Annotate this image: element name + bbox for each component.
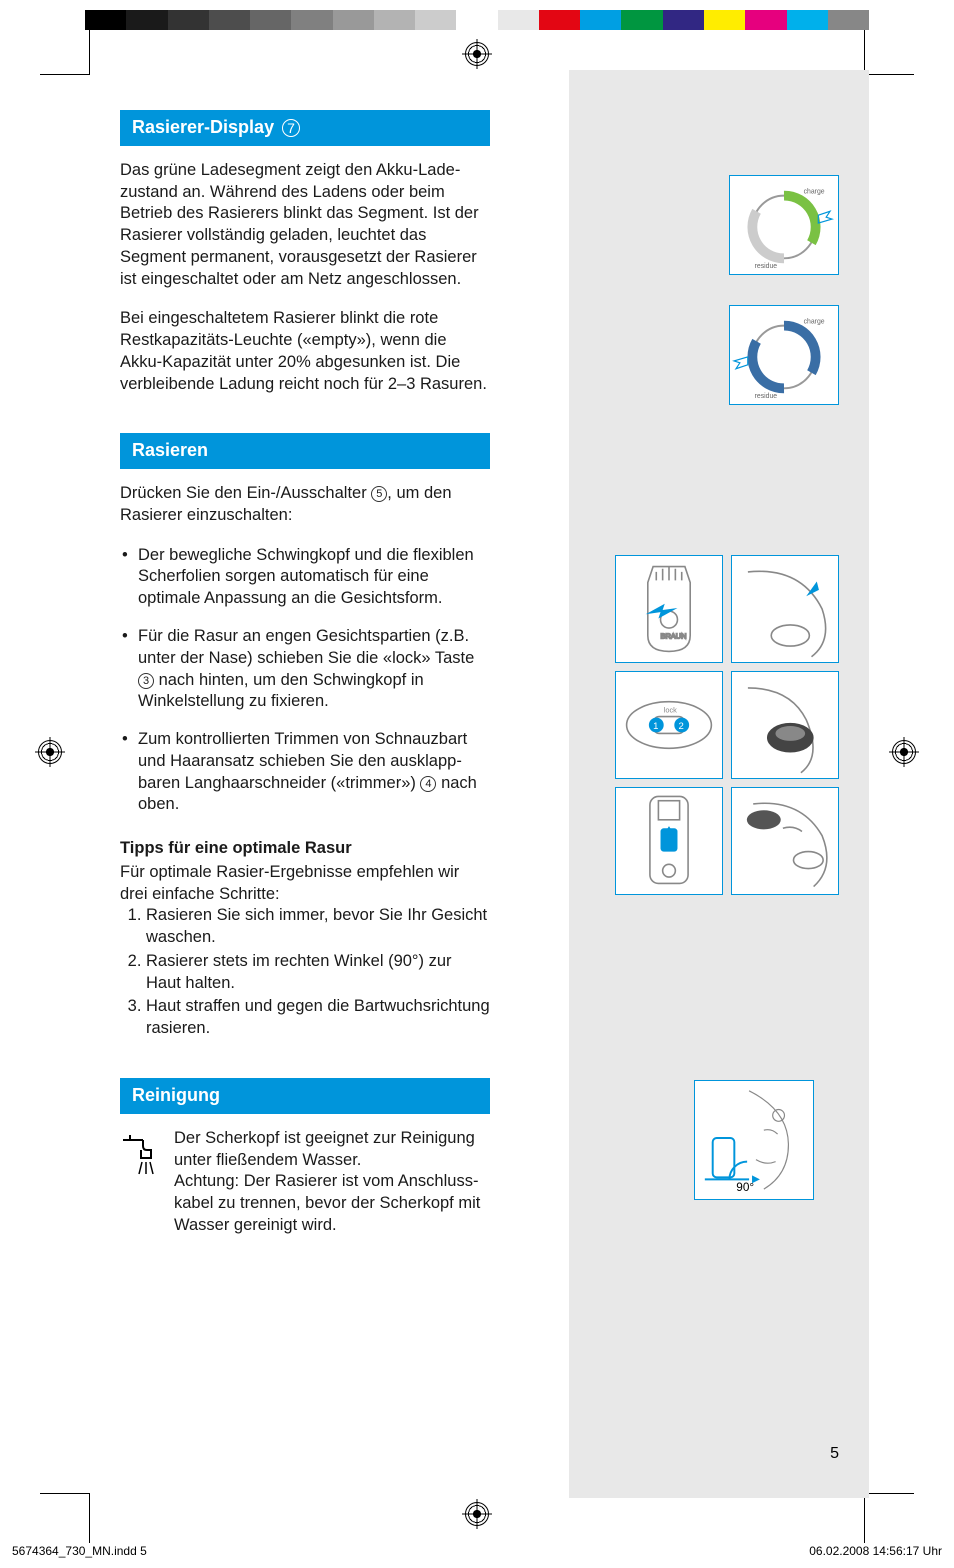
list-item: Haut straffen und gegen die Bartwuchsric…	[146, 996, 490, 1040]
color-swatch	[374, 10, 415, 30]
text: Für die Rasur an engen Gesichtspartien (…	[138, 627, 474, 667]
color-swatch	[787, 10, 828, 30]
text: Zum kontrollierten Trimmen von Schnauzba…	[138, 730, 467, 792]
figure-cell	[615, 787, 723, 895]
figure-grid: BRAUN 1 2lock	[615, 555, 839, 895]
label: residue	[755, 393, 778, 400]
figure-cell	[731, 787, 839, 895]
section-heading-display: Rasierer-Display 7	[120, 110, 490, 146]
bullet-list: Der bewegliche Schwingkopf und die flexi…	[120, 545, 490, 816]
figure-cell	[731, 671, 839, 779]
color-swatch	[498, 10, 539, 30]
crop-mark	[864, 25, 914, 75]
figure-cell: BRAUN	[615, 555, 723, 663]
section-heading-shave: Rasieren	[120, 433, 490, 469]
paragraph: Drücken Sie den Ein-/Ausschalter 5, um d…	[120, 483, 490, 527]
color-swatch	[291, 10, 332, 30]
svg-text:BRAUN: BRAUN	[661, 632, 687, 641]
crop-mark	[40, 1493, 90, 1543]
registration-mark-icon	[38, 740, 62, 764]
list-item: Für die Rasur an engen Gesichtspartien (…	[120, 626, 490, 713]
registration-mark-icon	[892, 740, 916, 764]
crop-mark	[40, 25, 90, 75]
subheading: Tipps für eine optimale Rasur	[120, 838, 490, 860]
svg-text:lock: lock	[664, 705, 677, 714]
color-swatch	[415, 10, 456, 30]
ref-circle: 3	[138, 673, 154, 689]
list-item: Rasierer stets im rechten Winkel (90°) z…	[146, 951, 490, 995]
color-swatch	[663, 10, 704, 30]
registration-mark-icon	[465, 42, 489, 66]
page-number: 5	[830, 1445, 839, 1463]
list-item: Rasieren Sie sich immer, bevor Sie Ihr G…	[146, 905, 490, 949]
color-swatch	[333, 10, 374, 30]
color-swatch	[209, 10, 250, 30]
print-color-bar	[85, 10, 869, 30]
color-swatch	[456, 10, 497, 30]
text: Drücken Sie den Ein-/Ausschalter	[120, 484, 371, 502]
ref-circle: 7	[282, 119, 300, 137]
heading-text: Rasierer-Display	[132, 116, 274, 140]
color-swatch	[539, 10, 580, 30]
paragraph: Das grüne Ladesegment zeigt den Akku-Lad…	[120, 160, 490, 291]
paragraph: Der Scherkopf ist geeignet zur Reinigung…	[174, 1128, 490, 1237]
footer-timestamp: 06.02.2008 14:56:17 Uhr	[809, 1544, 942, 1558]
figure-cell: 1 2lock	[615, 671, 723, 779]
ordered-list: Rasieren Sie sich immer, bevor Sie Ihr G…	[120, 905, 490, 1040]
list-item: Der bewegliche Schwingkopf und die flexi…	[120, 545, 490, 610]
label: residue	[755, 263, 778, 270]
heading-text: Rasieren	[132, 439, 208, 463]
color-swatch	[85, 10, 126, 30]
figure-charge-dial: charge residue	[729, 175, 839, 275]
color-swatch	[745, 10, 786, 30]
paragraph: Bei eingeschaltetem Rasierer blinkt die …	[120, 308, 490, 395]
figure-empty-dial: charge residue	[729, 305, 839, 405]
text: Der bewegliche Schwingkopf und die flexi…	[138, 546, 474, 608]
tap-water-icon	[120, 1128, 160, 1189]
footer-filename: 5674364_730_MN.indd 5	[12, 1544, 147, 1558]
label: charge	[804, 189, 825, 196]
color-swatch	[704, 10, 745, 30]
text: nach hinten, um den Schwingkopf in Winke…	[138, 671, 424, 711]
figure-angle: 90°	[694, 1080, 814, 1200]
page: Rasierer-Display 7 Das grüne Ladesegment…	[0, 0, 954, 1568]
color-swatch	[250, 10, 291, 30]
cleaning-block: Der Scherkopf ist geeignet zur Reinigung…	[120, 1128, 490, 1237]
svg-text:1: 1	[653, 721, 658, 732]
color-swatch	[828, 10, 869, 30]
color-swatch	[621, 10, 662, 30]
heading-text: Reinigung	[132, 1084, 220, 1108]
ref-circle: 4	[420, 776, 436, 792]
list-item: Zum kontrollierten Trimmen von Schnauzba…	[120, 729, 490, 816]
color-swatch	[168, 10, 209, 30]
color-swatch	[580, 10, 621, 30]
figure-cell	[731, 555, 839, 663]
angle-label: 90°	[736, 1180, 754, 1194]
svg-text:2: 2	[679, 721, 684, 732]
label: charge	[804, 319, 825, 326]
section-heading-clean: Reinigung	[120, 1078, 490, 1114]
paragraph: Für optimale Rasier-Ergebnisse empfehlen…	[120, 862, 490, 906]
color-swatch	[126, 10, 167, 30]
ref-circle: 5	[371, 486, 387, 502]
main-content: Rasierer-Display 7 Das grüne Ladesegment…	[120, 110, 490, 1237]
registration-mark-icon	[465, 1502, 489, 1526]
crop-mark	[864, 1493, 914, 1543]
